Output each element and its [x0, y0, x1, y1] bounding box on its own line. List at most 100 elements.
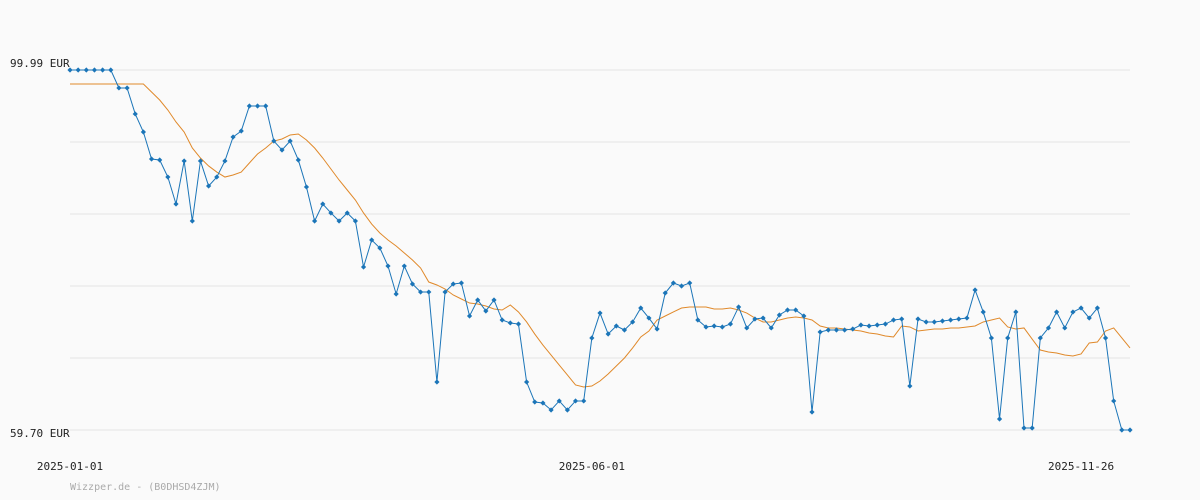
data-point	[572, 398, 579, 404]
data-point	[483, 308, 489, 314]
data-point	[246, 103, 252, 109]
data-point	[1037, 335, 1043, 341]
data-point	[124, 85, 130, 91]
data-point	[515, 321, 522, 327]
data-point	[1102, 335, 1109, 341]
data-point	[866, 323, 872, 329]
data-point	[768, 325, 774, 331]
data-point	[540, 400, 546, 406]
data-point	[964, 315, 970, 321]
data-point	[238, 128, 244, 134]
data-point	[890, 317, 897, 323]
data-point	[695, 317, 701, 323]
x-tick-label: 2025-06-01	[559, 460, 625, 473]
data-point	[556, 398, 562, 404]
data-point	[564, 407, 570, 413]
data-point	[858, 322, 864, 328]
data-point	[1029, 425, 1035, 431]
data-point	[91, 67, 98, 73]
data-point	[222, 158, 228, 164]
data-point	[165, 174, 171, 180]
data-point	[605, 331, 611, 337]
data-point	[662, 290, 668, 296]
data-point	[1070, 309, 1076, 315]
data-point	[140, 129, 146, 135]
data-point	[736, 304, 742, 310]
data-point	[654, 326, 660, 332]
data-point	[466, 313, 473, 319]
data-point	[801, 313, 807, 319]
data-point	[1111, 398, 1117, 404]
data-point	[1005, 335, 1011, 341]
data-point	[776, 312, 782, 318]
data-point	[295, 157, 301, 163]
data-point	[817, 329, 823, 335]
data-point	[214, 174, 220, 180]
data-point	[458, 280, 464, 286]
data-point	[899, 316, 905, 322]
data-point	[409, 281, 416, 287]
data-point	[1021, 425, 1027, 431]
data-point	[83, 67, 89, 73]
data-point	[157, 157, 163, 163]
data-point	[442, 289, 448, 295]
data-point	[670, 280, 676, 286]
data-point	[303, 184, 310, 190]
data-point	[279, 147, 285, 153]
data-point	[842, 327, 848, 333]
data-point	[980, 309, 986, 315]
data-point	[915, 316, 921, 322]
data-point	[923, 319, 929, 325]
data-point	[499, 317, 505, 323]
data-point	[532, 399, 538, 405]
data-point	[377, 245, 383, 251]
data-point	[344, 210, 350, 216]
data-point	[148, 156, 155, 162]
data-point	[206, 183, 212, 189]
data-point	[320, 201, 326, 207]
data-point	[711, 323, 717, 329]
data-point	[907, 383, 913, 389]
data-point	[254, 103, 261, 109]
data-point	[312, 218, 318, 224]
data-point	[1013, 309, 1019, 315]
data-point	[727, 321, 734, 327]
y-tick-label: 99.99 EUR	[10, 57, 70, 70]
data-point	[1086, 315, 1092, 321]
data-point	[825, 327, 831, 333]
data-point	[116, 85, 122, 91]
data-point	[507, 320, 513, 326]
data-point	[434, 379, 440, 385]
data-point	[687, 280, 693, 286]
data-point	[760, 315, 766, 321]
data-point	[646, 315, 652, 321]
data-point	[613, 323, 619, 329]
data-point	[67, 67, 73, 73]
source-note: Wizzper.de - (B0DHSD4ZJM)	[70, 482, 221, 493]
data-point	[328, 210, 334, 216]
data-point	[450, 281, 456, 287]
data-point	[336, 218, 342, 224]
data-point	[1094, 305, 1100, 311]
data-point	[393, 291, 399, 297]
data-point	[1119, 427, 1125, 433]
data-point	[931, 319, 937, 325]
data-point	[230, 134, 236, 140]
data-point	[996, 416, 1003, 422]
data-point	[956, 316, 962, 322]
data-point	[678, 283, 685, 289]
data-point	[189, 218, 195, 224]
data-point	[181, 158, 187, 164]
data-point	[173, 201, 179, 207]
data-point	[100, 67, 106, 73]
data-point	[752, 316, 758, 322]
data-point	[1062, 325, 1068, 331]
data-point	[418, 289, 424, 295]
data-point	[638, 305, 644, 311]
data-point	[882, 321, 888, 327]
data-point	[581, 398, 587, 404]
data-point	[548, 407, 554, 413]
